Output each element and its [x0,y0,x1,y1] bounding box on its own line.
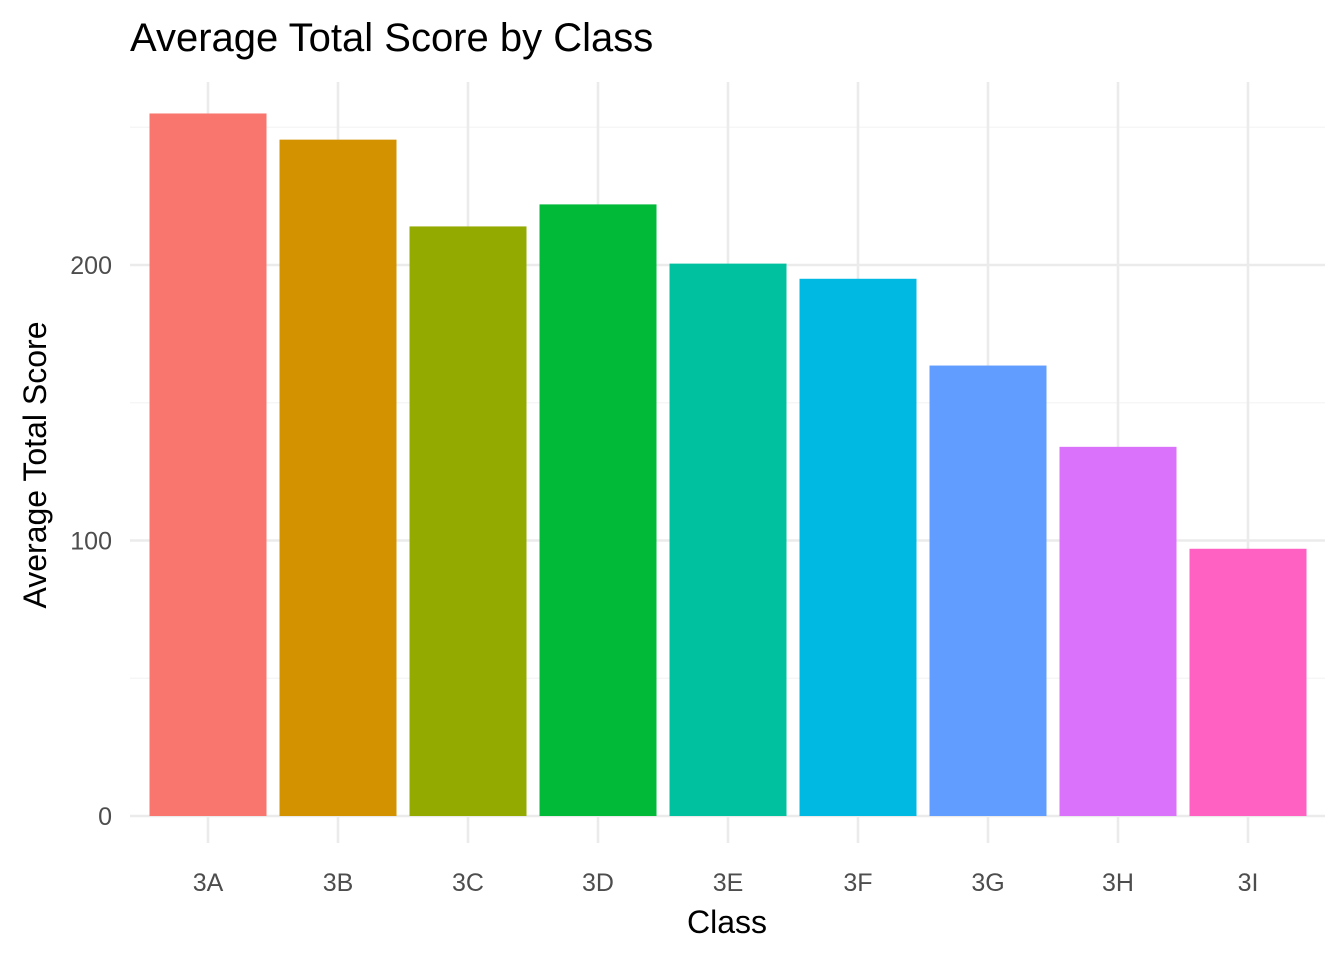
bar-3G [929,365,1047,816]
y-tick-label: 100 [70,528,112,556]
x-tick-label: 3E [713,869,744,897]
bars [149,113,1307,817]
bar-3B [279,139,397,816]
x-tick-label: 3G [971,869,1004,897]
bar-3I [1189,548,1307,816]
y-tick-label: 0 [98,803,112,831]
y-tick-label: 200 [70,252,112,280]
bar-3A [149,113,267,817]
x-tick-label: 3I [1238,869,1259,897]
x-tick-label: 3C [452,869,484,897]
y-axis-title: Average Total Score [17,322,53,609]
x-tick-label: 3H [1102,869,1134,897]
bar-3C [409,226,527,816]
bar-3F [799,278,917,816]
bar-3H [1059,446,1177,816]
x-tick-label: 3A [193,869,224,897]
x-tick-label: 3B [323,869,354,897]
x-axis-title: Class [687,904,767,940]
bar-3D [539,204,657,816]
chart-title: Average Total Score by Class [130,16,653,60]
y-axis-ticks: 0 100 200 [70,252,112,831]
bar-3E [669,263,787,816]
x-tick-label: 3D [582,869,614,897]
x-axis-ticks: 3A 3B 3C 3D 3E 3F 3G 3H 3I [193,869,1259,897]
x-tick-label: 3F [843,869,872,897]
